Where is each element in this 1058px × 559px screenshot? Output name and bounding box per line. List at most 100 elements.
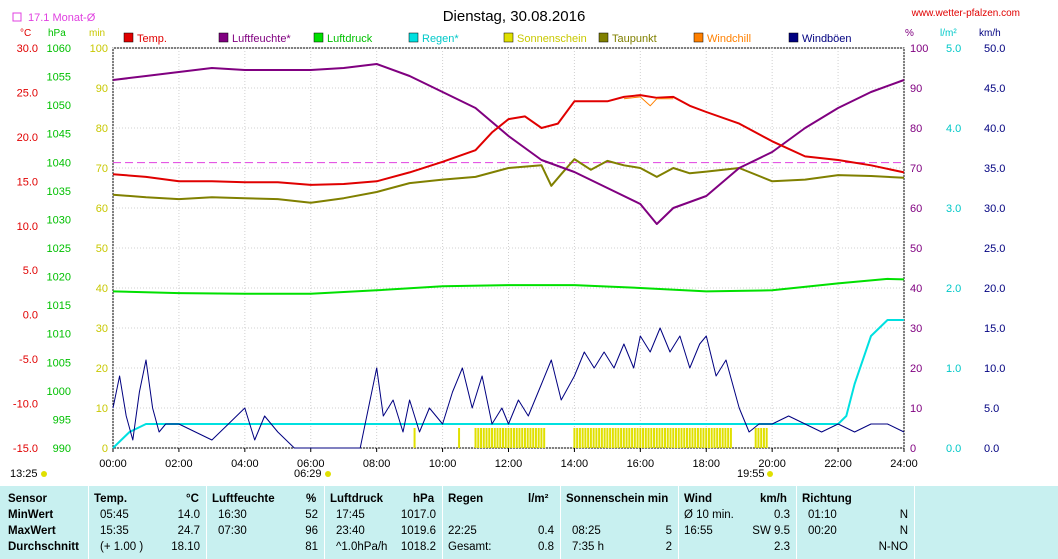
rain-axis-tick: 1.0 [946,363,961,375]
column-separator [324,486,325,559]
temp-axis-tick: 25.0 [17,87,38,99]
table-cell-label: MaxWert [8,525,56,537]
legend-swatch [788,32,799,43]
table-cell-temp-val: 24.7 [177,525,200,537]
column-separator [560,486,561,559]
pressure-axis-tick: 1040 [47,157,71,169]
pressure-axis-tick: 1055 [47,72,71,84]
pressure-axis-tick: 1030 [47,214,71,226]
sun-axis-tick: 80 [96,123,108,135]
table-cell-rain-val: 0.8 [538,541,554,553]
column-separator [796,486,797,559]
pressure-axis-tick: 995 [53,414,71,426]
sun-axis-tick: 30 [96,323,108,335]
header-wind-unit: km/h [760,493,787,505]
x-tick-label: 20:00 [758,458,786,470]
table-cell-press-val: 1019.6 [400,525,436,537]
table-cell-temp-val: 14.0 [177,509,200,521]
table-cell-sun-val: 5 [665,525,672,537]
header-rain-unit: l/m² [528,493,549,505]
header-temp: Temp. [94,493,128,505]
sun-axis-tick: 20 [96,363,108,375]
legend-label: Windböen [802,33,852,45]
table-cell-label: MinWert [8,509,54,521]
table-cell-rain-val: 0.4 [538,525,554,537]
unit-temp: °C [20,28,31,39]
site-url: www.wetter-pfalzen.com [911,8,1020,19]
chart-title: Dienstag, 30.08.2016 [443,8,586,25]
legend-label: Luftdruck [327,33,373,45]
x-tick-label: 18:00 [692,458,720,470]
x-tick-label: 02:00 [165,458,193,470]
temp-axis-tick: 10.0 [17,221,38,233]
sun-axis-tick: 70 [96,163,108,175]
unit-sun: min [89,28,105,39]
temp-axis-tick: 30.0 [17,43,38,55]
table-cell-rain-time: 22:25 [448,525,477,537]
unit-pressure: hPa [48,28,66,39]
table-cell-dir-val: N [899,509,908,521]
x-tick-label: 16:00 [627,458,655,470]
wind-axis-tick: 0.0 [984,443,999,455]
wind-axis-tick: 35.0 [984,163,1005,175]
legend-swatch [123,32,134,43]
legend-swatch [598,32,609,43]
table-cell-wind-val: SW 9.5 [752,525,790,537]
wind-axis-tick: 20.0 [984,283,1005,295]
x-tick-label: 14:00 [561,458,589,470]
windchill-line [623,96,674,107]
x-tick-label: 22:00 [824,458,852,470]
sun-axis-tick: 10 [96,403,108,415]
table-cell-dir-val: N [899,525,908,537]
legend-label: Temp. [137,33,167,45]
table-cell-hum-time: 16:30 [218,509,247,521]
table-cell-sun-time: 7:35 h [572,541,604,553]
column-separator [206,486,207,559]
column-separator [88,486,89,559]
humidity-axis-tick: 80 [910,123,922,135]
wind-axis-tick: 50.0 [984,43,1005,55]
x-tick-label: 00:00 [99,458,127,470]
table-cell-wind-time: Ø 10 min. [684,509,734,521]
table-cell-press-time: 17:45 [336,509,365,521]
x-tick-label: 06:00 [297,458,325,470]
humidity-axis-tick: 60 [910,203,922,215]
sun-axis-tick: 40 [96,283,108,295]
monthly-avg-label: 17.1 Monat-Ø [28,12,96,24]
wind-axis-tick: 45.0 [984,83,1005,95]
header-rain: Regen [448,493,484,505]
legend-swatch [313,32,324,43]
temp-axis-tick: -5.0 [19,354,38,366]
wind-axis-tick: 5.0 [984,403,999,415]
column-separator [442,486,443,559]
wind-gust-line [112,327,905,449]
humidity-axis-tick: 20 [910,363,922,375]
sun-axis-tick: 90 [96,83,108,95]
temp-axis-tick: -15.0 [13,443,38,455]
table-cell-press-time: ^1.0hPa/h [336,541,388,553]
header-humidity-unit: % [306,493,317,505]
wind-axis-tick: 30.0 [984,203,1005,215]
table-cell-sun-val: 2 [665,541,672,553]
humidity-axis-tick: 30 [910,323,922,335]
humidity-axis-tick: 90 [910,83,922,95]
table-cell-label: Durchschnitt [8,541,79,553]
humidity-axis-tick: 0 [910,443,916,455]
table-cell-temp-time: 15:35 [100,525,129,537]
x-tick-label: 08:00 [363,458,391,470]
legend-label: Windchill [707,33,751,45]
pressure-axis-tick: 1050 [47,100,71,112]
humidity-axis-tick: 70 [910,163,922,175]
pressure-axis-tick: 1005 [47,357,71,369]
pressure-line [112,277,905,295]
x-tick-label: 24:00 [890,458,918,470]
legend-swatch [408,32,419,43]
pressure-axis-tick: 1060 [47,43,71,55]
pressure-axis-tick: 1010 [47,329,71,341]
pressure-axis-tick: 1045 [47,129,71,141]
rain-axis-tick: 5.0 [946,43,961,55]
header-pressure: Luftdruck [330,493,384,505]
wind-axis-tick: 10.0 [984,363,1005,375]
header-sensor: Sensor [8,493,47,505]
rain-axis-tick: 2.0 [946,283,961,295]
